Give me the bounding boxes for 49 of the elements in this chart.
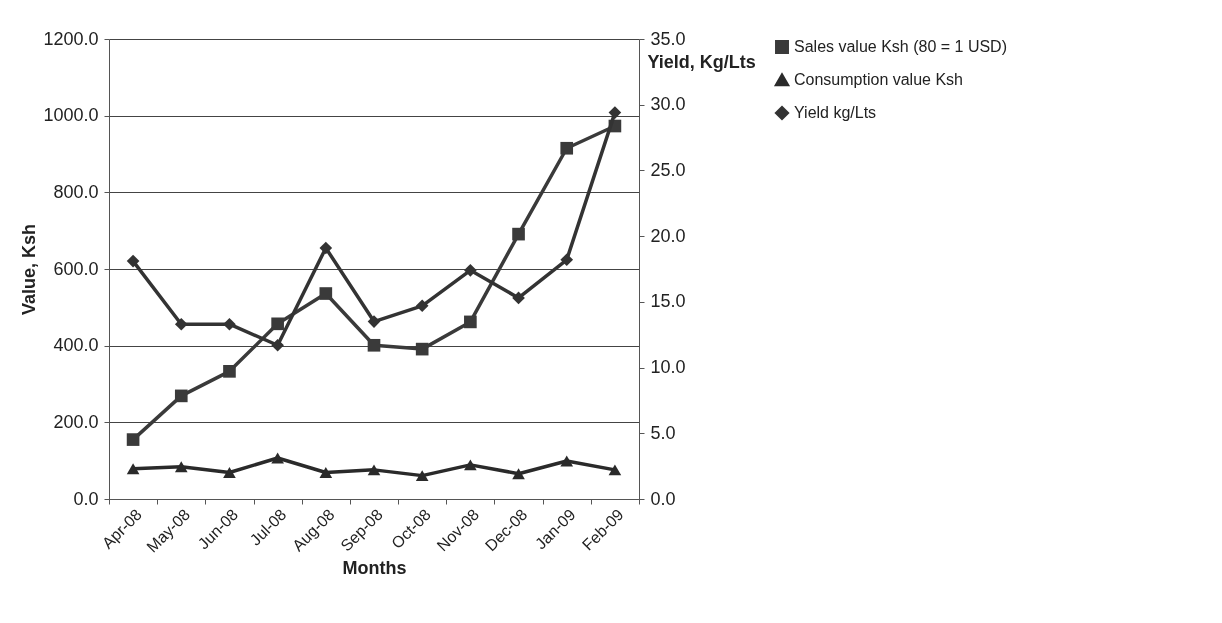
point xyxy=(512,227,525,241)
y-tick-label: 0.0 xyxy=(73,488,99,509)
y2-tick-label: 35.0 xyxy=(650,28,686,49)
point xyxy=(126,433,140,446)
y2-tick-label: 25.0 xyxy=(650,159,686,180)
y2-tick-label: 15.0 xyxy=(650,291,686,312)
y-tick-label: 800.0 xyxy=(53,181,99,202)
y-tick-label: 1200.0 xyxy=(43,28,99,49)
y2-axis-title: Yield, Kg/Lts xyxy=(647,51,756,72)
point xyxy=(223,467,236,479)
point xyxy=(560,455,574,467)
point xyxy=(415,342,429,356)
point xyxy=(464,263,477,277)
y2-tick-label: 20.0 xyxy=(650,225,686,246)
point xyxy=(367,315,381,328)
point xyxy=(319,287,333,300)
point xyxy=(560,253,574,267)
y2-tick-label: 5.0 xyxy=(650,422,676,443)
point xyxy=(367,338,381,352)
y-tick-label: 1000.0 xyxy=(43,105,99,126)
y2-tick-label: 30.0 xyxy=(650,94,686,115)
y2-tick-label: 0.0 xyxy=(650,488,676,509)
point xyxy=(608,106,622,119)
point xyxy=(271,317,284,331)
y-axis-title: Value, Ksh xyxy=(19,223,40,316)
point xyxy=(126,463,140,475)
legend-label: Sales value Ksh (80 = 1 USD) xyxy=(794,38,1007,55)
x-axis-title: Months xyxy=(342,557,407,578)
point xyxy=(464,315,477,329)
point xyxy=(319,241,333,255)
point xyxy=(512,291,525,305)
point xyxy=(415,470,429,482)
point xyxy=(560,141,574,155)
legend-label: Consumption value Ksh xyxy=(794,71,963,88)
legend-label: Yield kg/Lts xyxy=(794,104,877,121)
y2-tick-label: 10.0 xyxy=(650,357,686,378)
point xyxy=(174,317,188,331)
y-tick-label: 200.0 xyxy=(53,411,99,432)
point xyxy=(367,464,381,476)
point xyxy=(223,317,236,331)
point xyxy=(319,467,333,479)
point xyxy=(608,464,622,476)
point xyxy=(415,299,429,313)
point xyxy=(126,254,140,268)
point xyxy=(174,389,188,403)
y-tick-label: 600.0 xyxy=(53,258,99,279)
y-tick-label: 400.0 xyxy=(53,335,99,356)
point xyxy=(174,461,188,473)
point xyxy=(271,338,284,352)
